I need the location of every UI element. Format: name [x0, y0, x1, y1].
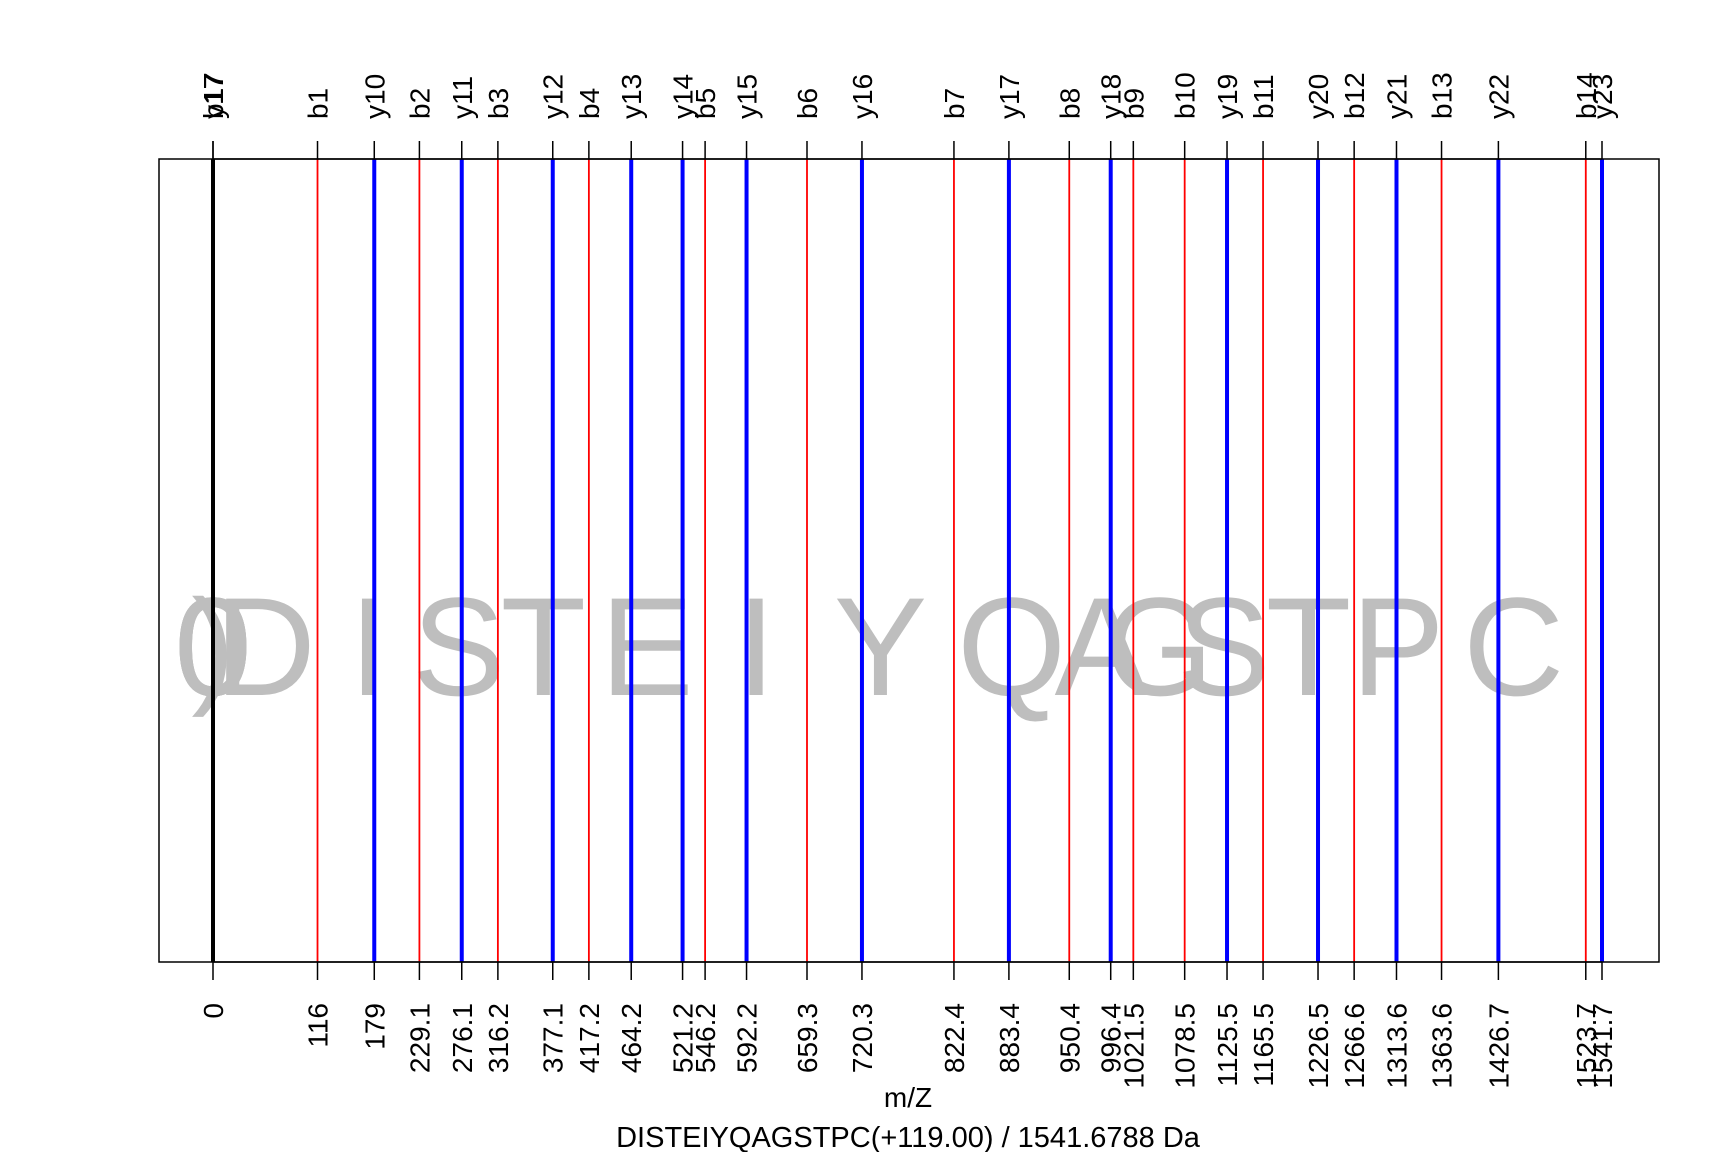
x-tick-label: 659.3: [792, 1003, 823, 1073]
x-tick-label: 464.2: [616, 1003, 647, 1073]
x-tick-label: 546.2: [690, 1003, 721, 1073]
x-tick-label: 592.2: [732, 1003, 763, 1073]
ion-label-y12: y12: [538, 74, 569, 119]
ion-label-y17: y17: [994, 74, 1025, 119]
x-tick-label: 276.1: [447, 1003, 478, 1073]
ion-label-y22: y22: [1483, 74, 1514, 119]
residue-letter: G: [1105, 568, 1214, 725]
ion-label-b3: b3: [483, 88, 514, 119]
x-tick-label: 1266.6: [1339, 1003, 1370, 1089]
residue-letter: Q: [957, 568, 1066, 725]
residue-letter: D: [215, 568, 316, 725]
ion-label-y21: y21: [1381, 74, 1412, 119]
ion-label-y23: y23: [1587, 74, 1618, 119]
x-tick-label: 521.2: [668, 1003, 699, 1073]
ion-label-y15: y15: [732, 74, 763, 119]
x-tick-label: 1313.6: [1381, 1003, 1412, 1089]
x-tick-label: 1165.5: [1248, 1003, 1279, 1087]
x-tick-label: 996.4: [1096, 1003, 1127, 1073]
ion-label-b4: b4: [574, 88, 605, 119]
x-tick-label: 822.4: [939, 1003, 970, 1073]
ion-label-b12: b12: [1339, 72, 1370, 119]
x-tick-label: 377.1: [538, 1003, 569, 1073]
ion-label-y11: y11: [447, 76, 478, 119]
residue-letter: I: [737, 568, 776, 725]
peak-lines: [211, 159, 1604, 962]
x-tick-label: 1125.5: [1212, 1003, 1243, 1087]
ion-label-y20: y20: [1303, 74, 1334, 119]
x-tick-label: 1078.5: [1170, 1003, 1201, 1089]
ion-label-b1: b1: [303, 88, 334, 119]
x-tick-label: 229.1: [404, 1003, 435, 1073]
ion-label-b9: b9: [1118, 88, 1149, 119]
ion-label-b13: b13: [1427, 72, 1458, 119]
x-tick-label: 1523.7: [1571, 1003, 1602, 1089]
x-tick-label: 1426.7: [1483, 1003, 1514, 1089]
x-tick-label: 1226.5: [1303, 1003, 1334, 1089]
ion-label-b7: b7: [939, 88, 970, 119]
residue-letter: T: [1266, 568, 1352, 725]
x-tick-label: 0: [198, 1003, 229, 1019]
ion-label-b6: b6: [792, 88, 823, 119]
residue-letter: E: [600, 568, 693, 725]
ion-label-y16: y16: [847, 74, 878, 119]
ion-label-b8: b8: [1054, 88, 1085, 119]
ion-label-b14: b14: [1571, 72, 1602, 119]
axis-ticks: b1 b2 b3 b4 b5 b6 b7 b8 b9 b10 b11 b12 b13 b14 y17 y10 y…: [198, 72, 1618, 1088]
ion-label-y14: y14: [668, 74, 699, 119]
x-tick-label: 1363.6: [1427, 1003, 1458, 1089]
x-tick-label: 179: [359, 1003, 390, 1050]
x-tick-label: 883.4: [994, 1003, 1025, 1073]
residue-letter: Y: [834, 568, 927, 725]
ion-label-y13: y13: [616, 74, 647, 119]
chart-title: DISTEIYQAGSTPC(+119.00) / 1541.6788 Da: [616, 1122, 1201, 1152]
x-tick-label: 950.4: [1054, 1003, 1085, 1073]
residue-letter: I: [349, 568, 388, 725]
ion-label-b2: b2: [404, 88, 435, 119]
x-tick-label: 417.2: [574, 1003, 605, 1073]
residue-letter: S: [1177, 568, 1270, 725]
x-axis-label: m/Z: [884, 1082, 932, 1113]
ion-label-b17: b17: [198, 72, 229, 119]
x-tick-label: 1541.7: [1587, 1003, 1618, 1089]
ion-label-b10: b10: [1170, 72, 1201, 119]
residue-letters: 000)D I ST E I Y QAGST P C: [174, 568, 1564, 725]
residue-letter: S: [412, 568, 505, 725]
ion-label-b5: b5: [690, 88, 721, 119]
residue-letter: T: [501, 568, 587, 725]
x-tick-label: 1021.5: [1118, 1003, 1149, 1089]
ion-label-y10: y10: [359, 74, 390, 119]
plot-frame: [158, 158, 1660, 963]
x-tick-label: 116: [303, 1003, 334, 1048]
ion-label-y19: y19: [1212, 74, 1243, 119]
x-tick-label: 720.3: [847, 1003, 878, 1073]
ion-label-b11: b11: [1248, 74, 1279, 119]
residue-letter: C: [1463, 568, 1564, 725]
ion-label-y18: y18: [1096, 74, 1127, 119]
x-tick-label: 316.2: [483, 1003, 514, 1073]
ion-label-y17: y17: [198, 74, 229, 119]
